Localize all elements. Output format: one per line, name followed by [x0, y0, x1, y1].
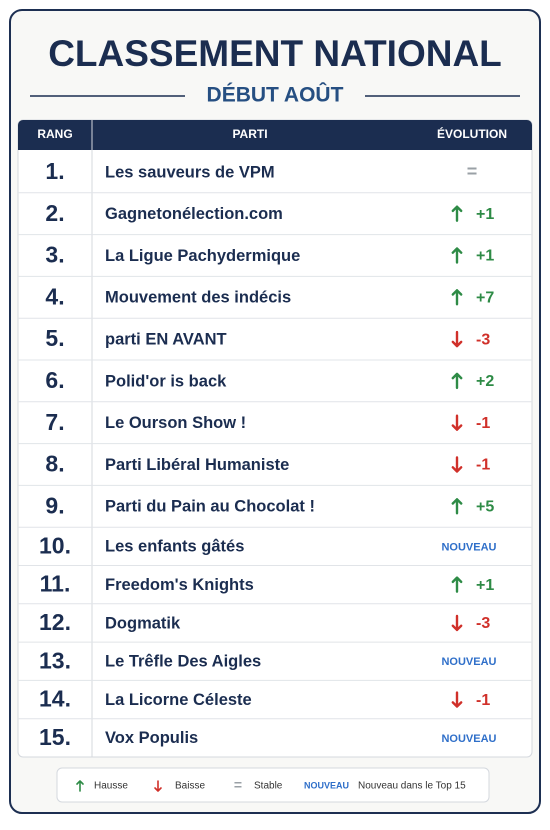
rank: 9.: [45, 492, 64, 518]
arrow-up: [451, 498, 463, 515]
party-name: Le Ourson Show !: [105, 414, 246, 432]
evolution: +7: [476, 290, 494, 307]
legend-symbol: =: [234, 777, 242, 793]
evolution: +2: [476, 373, 494, 390]
evolution: +1: [476, 206, 494, 223]
legend-label: Stable: [254, 781, 283, 792]
arrow-down: [451, 456, 463, 473]
evolution: -1: [476, 692, 490, 709]
party-name: Polid'or is back: [105, 372, 227, 390]
arrow-down: [451, 614, 463, 632]
table-header: [18, 120, 532, 150]
evolution: -3: [476, 331, 490, 348]
arrow-up: [451, 289, 463, 306]
evolution: NOUVEAU: [441, 656, 496, 668]
evolution: -1: [476, 457, 490, 474]
legend-label: Hausse: [94, 781, 128, 792]
rank: 1.: [45, 158, 64, 184]
evolution: -3: [476, 615, 490, 632]
party-name: Les sauveurs de VPM: [105, 163, 275, 181]
arrow-up: [76, 780, 84, 792]
rank: 10.: [39, 532, 71, 558]
party-name: Vox Populis: [105, 729, 198, 747]
rank: 15.: [39, 724, 71, 750]
rank: 11.: [40, 571, 71, 597]
rank: 12.: [39, 609, 71, 635]
evolution: +1: [476, 248, 494, 265]
rank: 8.: [45, 451, 64, 477]
party-name: parti EN AVANT: [105, 330, 227, 348]
column-header: RANG: [37, 127, 72, 141]
title: CLASSEMENT NATIONAL: [48, 33, 502, 74]
evolution: NOUVEAU: [441, 733, 496, 745]
column-header: PARTI: [232, 127, 267, 141]
party-name: Gagnetonélection.com: [105, 205, 283, 223]
rank: 14.: [39, 686, 71, 712]
rank: 2.: [45, 200, 64, 226]
party-name: Le Trêfle Des Aigles: [105, 653, 261, 671]
arrow-up: [451, 247, 463, 264]
rank: 4.: [45, 283, 64, 309]
party-name: Les enfants gâtés: [105, 538, 244, 556]
arrow-down: [451, 691, 463, 708]
subtitle: DÉBUT AOÛT: [207, 83, 344, 107]
column-header: ÉVOLUTION: [437, 126, 507, 141]
rank: 5.: [45, 325, 64, 351]
party-name: La Licorne Céleste: [105, 691, 252, 709]
party-name: Freedom's Knights: [105, 576, 254, 594]
evolution: =: [467, 162, 478, 182]
arrow-down: [451, 414, 463, 431]
party-name: Parti Libéral Humaniste: [105, 456, 289, 474]
arrow-down: [154, 780, 162, 792]
evolution: NOUVEAU: [441, 541, 496, 553]
arrow-down: [451, 330, 463, 348]
evolution: +5: [476, 499, 494, 516]
legend-symbol: NOUVEAU: [304, 780, 349, 790]
evolution: -1: [476, 415, 490, 432]
rank: 6.: [45, 367, 64, 393]
arrow-up: [451, 372, 463, 390]
evolution: +1: [476, 577, 494, 594]
rank: 13.: [39, 647, 71, 673]
rank: 3.: [45, 242, 64, 268]
legend-label: Nouveau dans le Top 15: [358, 781, 466, 792]
legend-label: Baisse: [175, 781, 205, 792]
party-name: Mouvement des indécis: [105, 289, 291, 307]
party-name: Dogmatik: [105, 614, 181, 632]
arrow-up: [451, 205, 463, 222]
rank: 7.: [45, 409, 64, 435]
legend: [56, 767, 490, 803]
arrow-up: [451, 576, 463, 593]
party-name: La Ligue Pachydermique: [105, 247, 300, 265]
party-name: Parti du Pain au Chocolat !: [105, 498, 315, 516]
